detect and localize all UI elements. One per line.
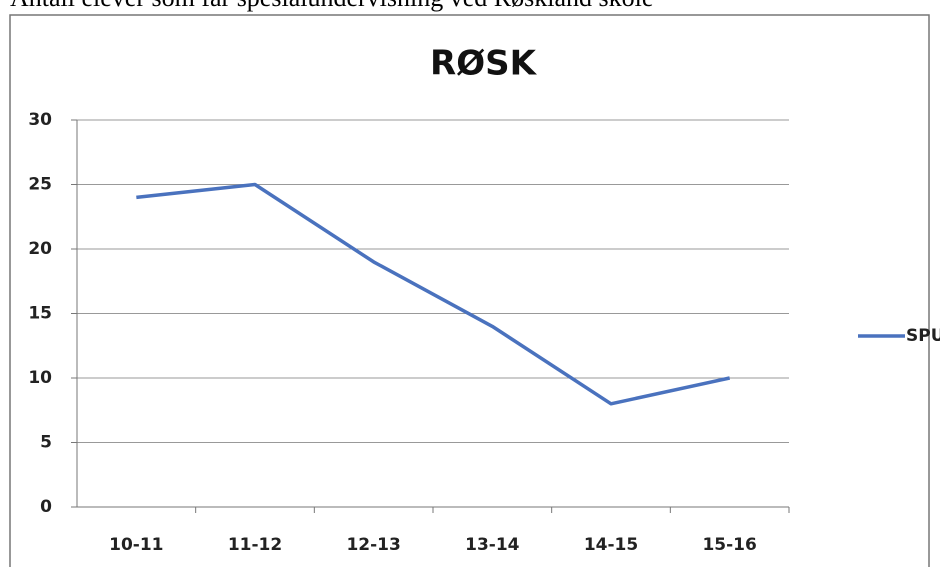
y-tick-label: 5 xyxy=(40,433,52,453)
x-tick-label: 10-11 xyxy=(109,535,163,555)
chart-title: RØSK xyxy=(430,44,538,84)
x-tick-label: 14-15 xyxy=(584,535,638,555)
x-tick-label: 13-14 xyxy=(465,535,520,555)
legend-label: SPU xyxy=(906,326,940,346)
y-tick-label: 20 xyxy=(28,239,52,259)
chart-frame xyxy=(9,14,930,567)
y-tick-label: 25 xyxy=(28,175,52,195)
caption: Antall elever som får spesialundervisnin… xyxy=(10,0,653,12)
y-tick-label: 10 xyxy=(28,368,52,388)
x-tick-label: 11-12 xyxy=(228,535,282,555)
x-tick-label: 12-13 xyxy=(346,535,400,555)
series-line xyxy=(136,182,731,406)
y-tick-label: 15 xyxy=(28,304,52,324)
y-tick-label: 30 xyxy=(28,110,52,130)
y-tick-label: 0 xyxy=(40,497,52,517)
x-tick-label: 15-16 xyxy=(702,535,756,555)
